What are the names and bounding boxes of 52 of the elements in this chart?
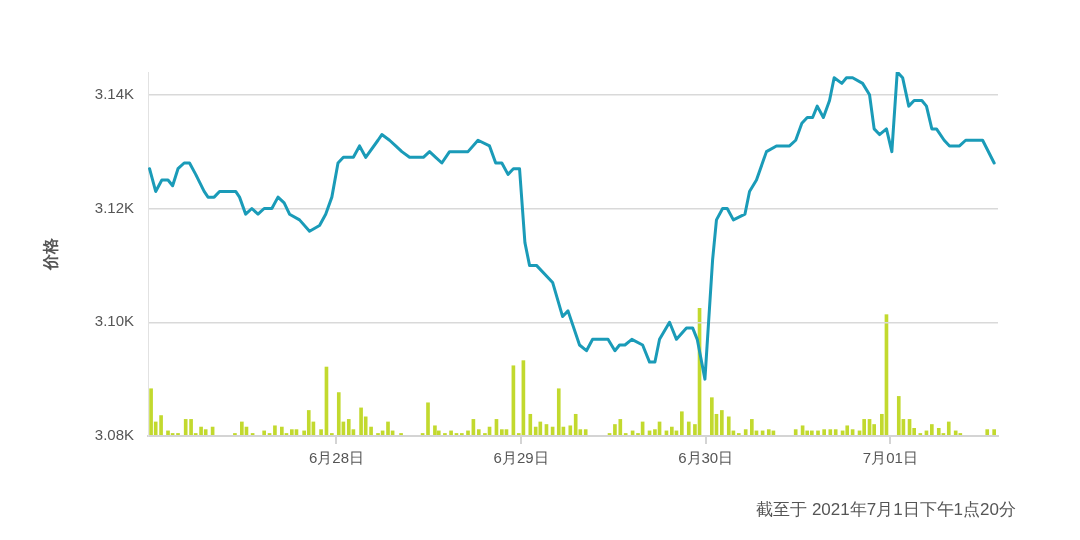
x-tick-label: 6月29日 <box>493 449 549 467</box>
bar <box>936 428 941 436</box>
bar <box>203 429 208 436</box>
bar <box>743 429 748 436</box>
bar <box>985 429 990 436</box>
bar <box>726 416 731 436</box>
bar <box>533 426 538 436</box>
bar <box>346 419 351 436</box>
bar <box>992 429 996 436</box>
bar <box>240 421 244 436</box>
bar <box>476 429 481 436</box>
bar <box>556 388 561 436</box>
bar <box>573 413 578 436</box>
bar <box>680 411 684 436</box>
bar <box>306 410 311 436</box>
bar <box>793 429 798 436</box>
bar <box>896 396 901 436</box>
bar <box>710 397 714 436</box>
bar <box>686 421 691 436</box>
y-tick-label: 3.14K <box>94 84 134 102</box>
bar <box>319 429 323 436</box>
y-axis-title: 价格 <box>42 237 60 271</box>
bar <box>750 419 754 436</box>
text: 截至于 2021年7月1日下午1点20分 <box>755 499 1017 521</box>
bar <box>930 424 934 436</box>
bar <box>386 421 390 436</box>
bar <box>670 426 674 436</box>
bar <box>273 425 277 436</box>
bar <box>336 392 341 436</box>
bar <box>946 421 951 436</box>
bar <box>720 410 724 436</box>
x-tick-label: 6月30日 <box>678 449 734 467</box>
bar <box>583 429 588 436</box>
x-tick-label: 6月28日 <box>308 449 364 467</box>
bar <box>766 429 771 436</box>
bar <box>828 429 833 436</box>
bar <box>290 429 294 436</box>
bar <box>433 425 437 436</box>
bar <box>845 425 850 436</box>
y-tick-label: 3.10K <box>94 312 134 330</box>
bar <box>280 426 284 436</box>
x-tick-label: 7月01日 <box>862 449 918 467</box>
bar <box>833 429 838 436</box>
bar <box>538 421 543 436</box>
y-tick-label: 3.08K <box>94 426 134 444</box>
bar <box>862 419 866 436</box>
bar <box>822 429 826 436</box>
y-tick-label: 3.12K <box>94 198 134 216</box>
bar <box>528 413 533 436</box>
bar <box>426 402 430 436</box>
bar <box>568 425 573 436</box>
bar <box>500 429 504 436</box>
